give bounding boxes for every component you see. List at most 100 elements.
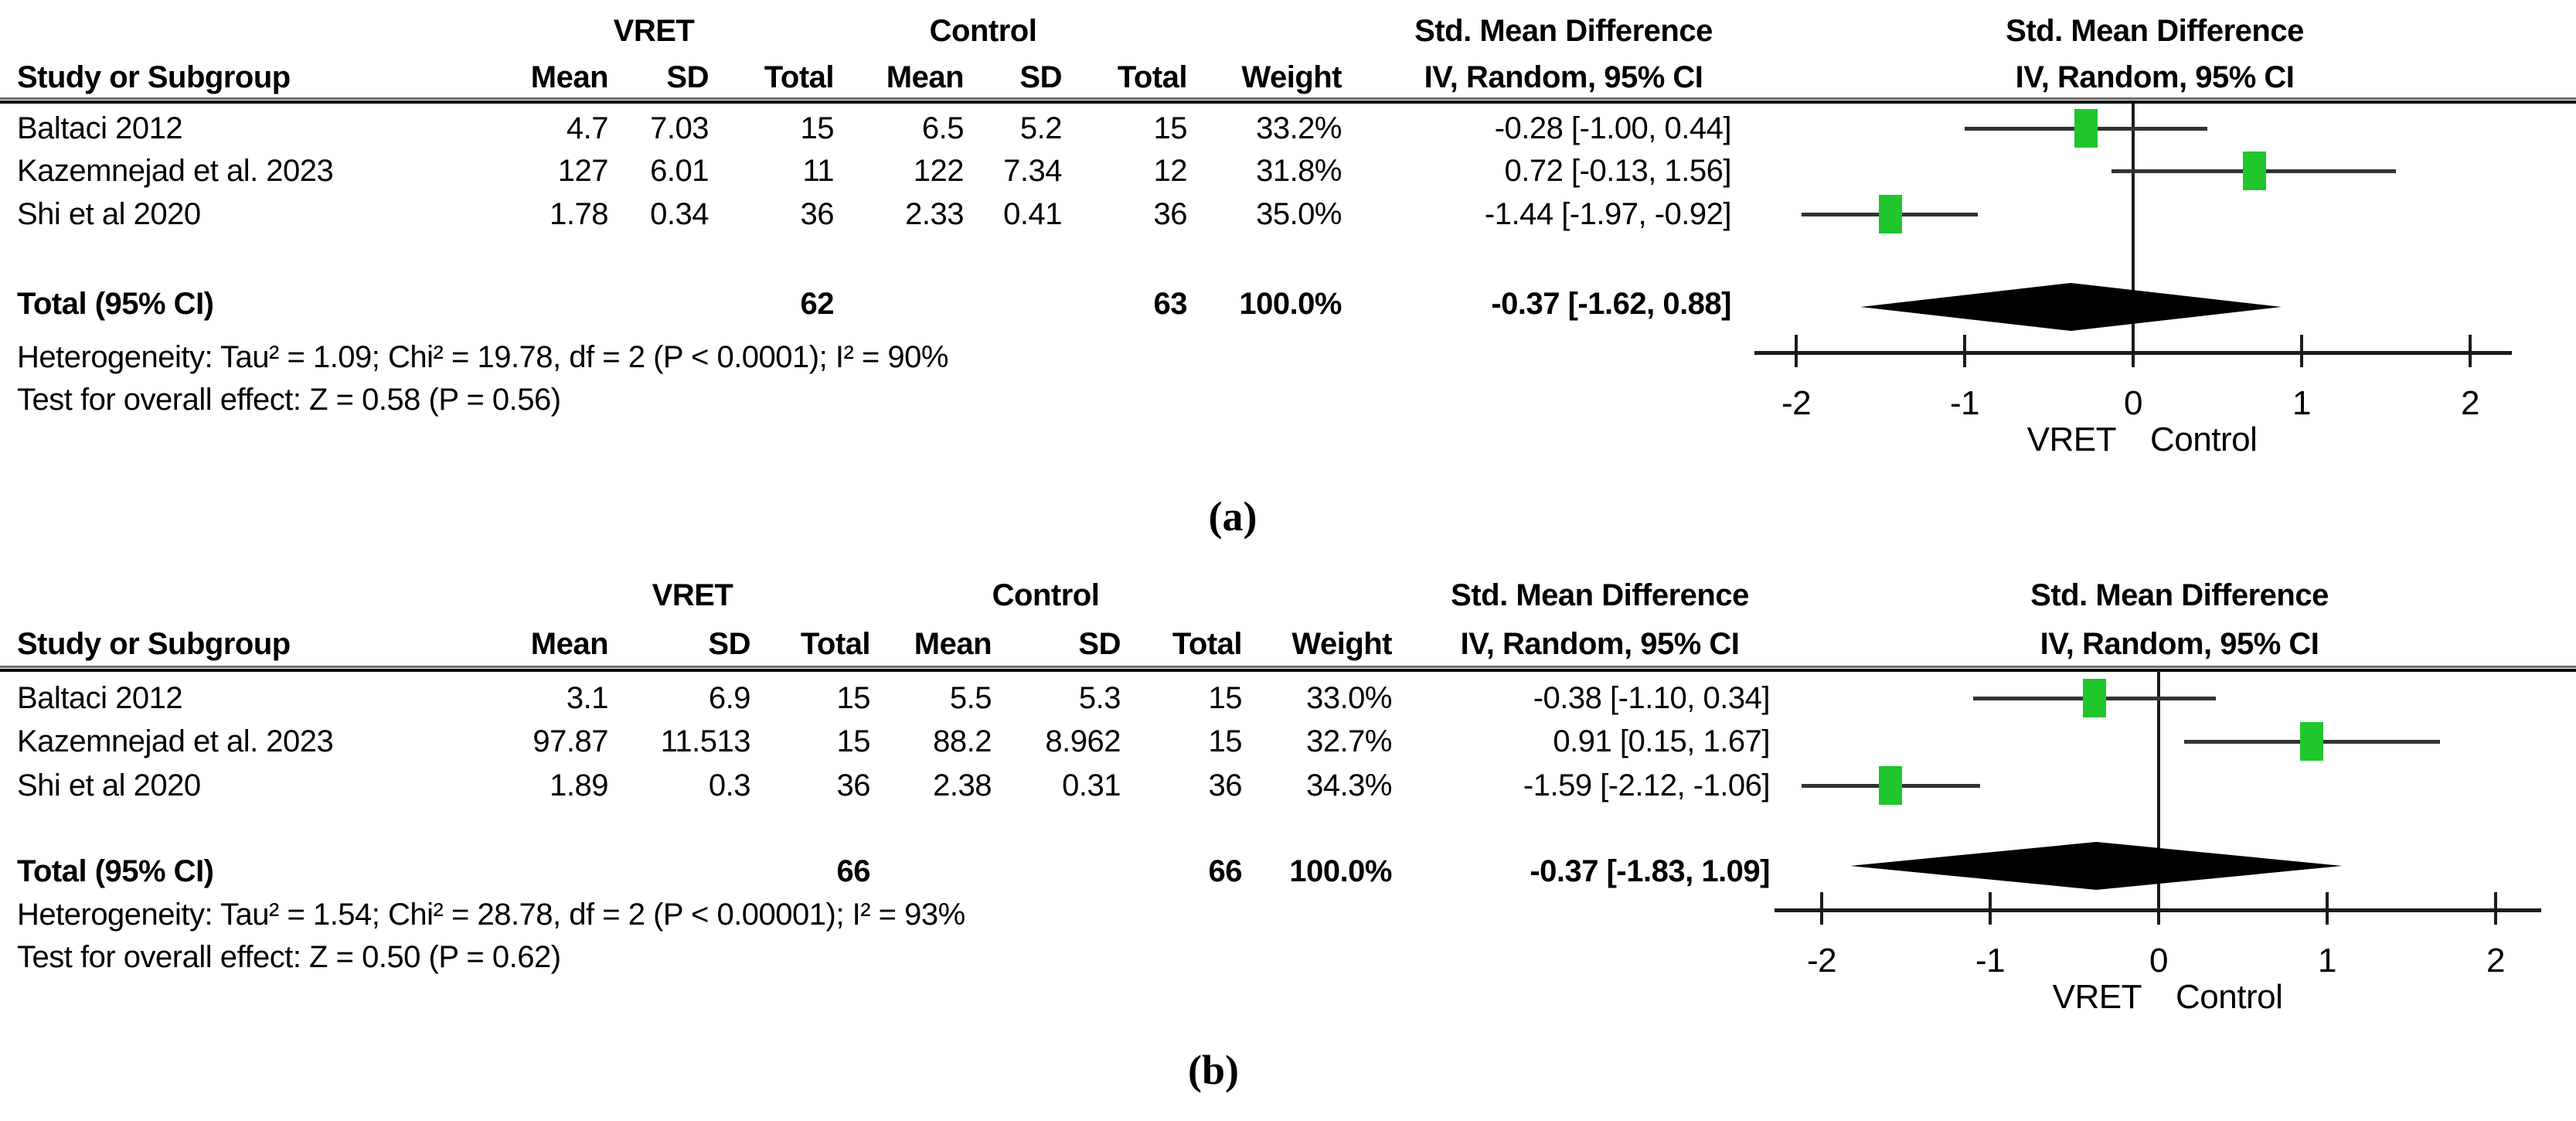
- study-name: Baltaci 2012: [17, 111, 183, 145]
- plot-zero-line: [2157, 670, 2160, 911]
- panel-caption-a: (a): [1208, 493, 1257, 540]
- col-header-sd2: SD: [1019, 60, 1062, 94]
- col-header-total2: Total: [1172, 627, 1243, 661]
- control-mean: 6.5: [921, 111, 965, 145]
- weight-value: 32.7%: [1306, 724, 1392, 758]
- control-sd: 7.34: [1003, 154, 1062, 188]
- total-weight: 100.0%: [1289, 854, 1392, 888]
- vret-total: 15: [836, 681, 871, 715]
- effect-point-square: [1879, 766, 1903, 805]
- axis-tick: [2469, 335, 2472, 367]
- col-header-total1: Total: [800, 627, 871, 661]
- total-vret-n: 62: [800, 287, 835, 321]
- vret-mean: 4.7: [566, 111, 609, 145]
- col-header-total1: Total: [764, 60, 835, 94]
- smd-ci-value: 0.72 [-0.13, 1.56]: [1504, 154, 1732, 188]
- axis-tick: [1820, 892, 1823, 925]
- col-header-mean1: Mean: [530, 60, 609, 94]
- vret-total: 15: [800, 111, 835, 145]
- pooled-effect-diamond: [1860, 283, 2282, 331]
- weight-value: 33.2%: [1256, 111, 1342, 145]
- header-rule-top: [0, 97, 2576, 100]
- vret-mean: 97.87: [533, 724, 608, 758]
- vret-mean: 3.1: [566, 681, 609, 715]
- control-sd: 5.2: [1019, 111, 1063, 145]
- axis-tick: [2132, 335, 2135, 367]
- vret-sd: 6.9: [708, 681, 751, 715]
- smd-header-text-col: Std. Mean Difference: [1451, 578, 1749, 612]
- axis-tick: [2326, 892, 2329, 925]
- total-smd-ci: -0.37 [-1.62, 0.88]: [1491, 287, 1731, 321]
- panel-caption-b: (b): [1188, 1047, 1239, 1093]
- axis-label-vret: VRET: [2052, 978, 2142, 1016]
- col-header-ci-text: IV, Random, 95% CI: [1460, 627, 1740, 661]
- total-weight: 100.0%: [1239, 287, 1342, 321]
- total-control-n: 63: [1153, 287, 1188, 321]
- axis-tick: [1963, 335, 1966, 367]
- smd-header-plot-col: Std. Mean Difference: [2030, 578, 2329, 612]
- weight-value: 35.0%: [1256, 197, 1342, 231]
- total-label: Total (95% CI): [17, 287, 214, 321]
- group-header-control: Control: [992, 578, 1100, 612]
- control-total: 15: [1153, 111, 1188, 145]
- vret-total: 11: [802, 154, 834, 188]
- vret-sd: 6.01: [650, 154, 709, 188]
- control-sd: 0.31: [1062, 768, 1121, 802]
- effect-point-square: [2242, 152, 2266, 190]
- effect-point-square: [2300, 722, 2324, 761]
- control-sd: 0.41: [1003, 197, 1062, 231]
- group-header-control: Control: [929, 14, 1037, 48]
- header-rule-bottom: [0, 101, 2576, 104]
- smd-ci-value: -0.28 [-1.00, 0.44]: [1494, 111, 1732, 145]
- effect-point-square: [2074, 109, 2098, 148]
- control-sd: 8.962: [1045, 724, 1121, 758]
- smd-header-plot-col: Std. Mean Difference: [2006, 14, 2304, 48]
- col-header-mean1: Mean: [530, 627, 609, 661]
- vret-mean: 1.89: [550, 768, 608, 802]
- axis-tick-label: 2: [2486, 942, 2505, 980]
- col-header-ci-plot: IV, Random, 95% CI: [2040, 627, 2319, 661]
- control-total: 36: [1153, 197, 1188, 231]
- control-total: 12: [1153, 154, 1188, 188]
- smd-ci-value: -1.59 [-2.12, -1.06]: [1523, 768, 1771, 802]
- smd-ci-value: -1.44 [-1.97, -0.92]: [1484, 197, 1732, 231]
- total-vret-n: 66: [836, 854, 871, 888]
- axis-tick-label: 0: [2149, 942, 2168, 980]
- pooled-effect-diamond: [1850, 842, 2343, 890]
- weight-value: 31.8%: [1256, 154, 1342, 188]
- study-name: Shi et al 2020: [17, 197, 201, 231]
- axis-tick-label: 0: [2124, 384, 2142, 422]
- weight-value: 34.3%: [1306, 768, 1392, 802]
- col-header-sd2: SD: [1078, 627, 1121, 661]
- axis-tick-label: -2: [1806, 942, 1837, 980]
- col-header-study: Study or Subgroup: [17, 60, 291, 94]
- heterogeneity-stats: Heterogeneity: Tau² = 1.54; Chi² = 28.78…: [17, 898, 965, 932]
- axis-tick: [1795, 335, 1798, 367]
- vret-sd: 7.03: [650, 111, 709, 145]
- total-control-n: 66: [1208, 854, 1243, 888]
- control-total: 15: [1208, 681, 1243, 715]
- col-header-ci-plot: IV, Random, 95% CI: [2015, 60, 2295, 94]
- axis-tick-label: 1: [2292, 384, 2311, 422]
- vret-total: 36: [836, 768, 871, 802]
- total-label: Total (95% CI): [17, 854, 214, 888]
- smd-ci-value: -0.38 [-1.10, 0.34]: [1533, 681, 1771, 715]
- total-smd-ci: -0.37 [-1.83, 1.09]: [1530, 854, 1770, 888]
- control-mean: 2.38: [933, 768, 992, 802]
- smd-header-text-col: Std. Mean Difference: [1414, 14, 1713, 48]
- control-total: 15: [1208, 724, 1243, 758]
- vret-sd: 0.3: [708, 768, 751, 802]
- vret-sd: 0.34: [650, 197, 709, 231]
- axis-tick-label: 2: [2461, 384, 2479, 422]
- axis-tick: [2494, 892, 2497, 925]
- header-rule-bottom: [0, 669, 2576, 672]
- effect-point-square: [1879, 195, 1903, 233]
- group-header-vret: VRET: [613, 14, 695, 48]
- header-rule-top: [0, 666, 2576, 668]
- weight-value: 33.0%: [1306, 681, 1392, 715]
- col-header-weight: Weight: [1241, 60, 1342, 94]
- study-name: Kazemnejad et al. 2023: [17, 724, 334, 758]
- study-name: Baltaci 2012: [17, 681, 183, 715]
- axis-label-control: Control: [2176, 978, 2283, 1016]
